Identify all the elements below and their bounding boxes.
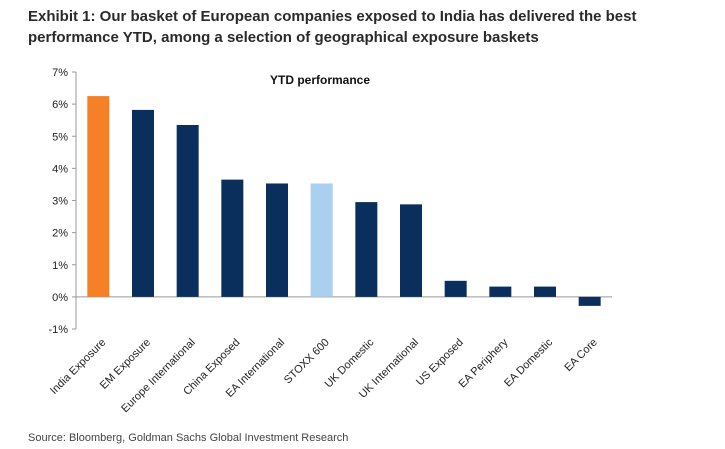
bar xyxy=(132,109,154,297)
exhibit-title: Exhibit 1: Our basket of European compan… xyxy=(28,8,637,46)
bar xyxy=(87,96,110,297)
bar xyxy=(266,183,288,297)
x-category-label: EA Domestic xyxy=(502,336,555,389)
y-tick-label: 0% xyxy=(52,292,68,304)
y-tick-label: 5% xyxy=(52,131,68,143)
y-tick-label: 3% xyxy=(52,196,68,208)
source-note: Source: Bloomberg, Goldman Sachs Global … xyxy=(28,432,349,444)
x-category-label: EA Core xyxy=(562,337,599,374)
bar xyxy=(176,125,199,297)
bar xyxy=(489,286,512,297)
bar xyxy=(355,202,378,297)
y-tick-label: 4% xyxy=(52,163,68,175)
bar xyxy=(310,183,333,297)
y-tick-label: 1% xyxy=(52,260,68,272)
bar xyxy=(444,280,467,297)
chart-title: YTD performance xyxy=(270,73,370,87)
bar xyxy=(534,286,556,297)
y-tick-label: 2% xyxy=(52,228,68,240)
y-tick-label: -1% xyxy=(48,324,68,336)
bar xyxy=(400,204,422,297)
y-tick-label: 7% xyxy=(52,67,68,79)
x-category-label: India Exposure xyxy=(48,337,108,397)
x-category-label: Europe International xyxy=(119,337,198,416)
y-tick-label: 6% xyxy=(52,99,68,111)
bar xyxy=(221,179,244,297)
bar xyxy=(578,296,601,306)
